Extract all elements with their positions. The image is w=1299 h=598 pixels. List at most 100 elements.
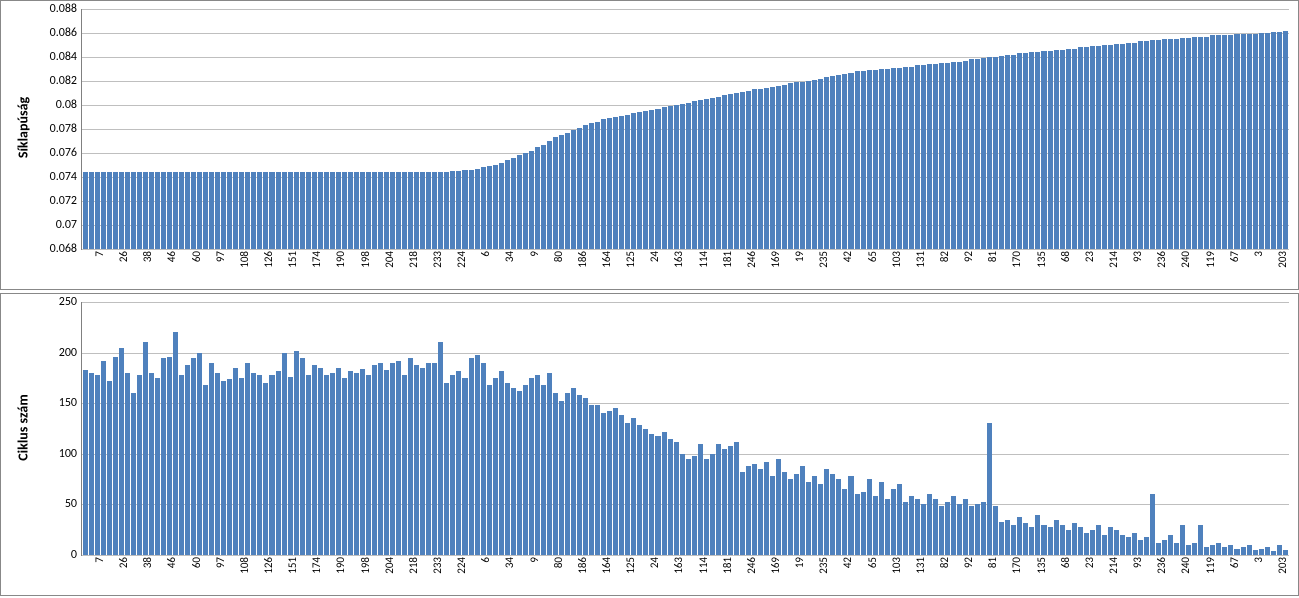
bar xyxy=(939,63,944,249)
bar xyxy=(571,388,576,555)
bar xyxy=(426,363,431,555)
y-tick: 200 xyxy=(59,346,77,360)
bar xyxy=(1108,527,1113,555)
bar xyxy=(1066,530,1071,555)
x-tick: 235 xyxy=(817,557,830,574)
bar xyxy=(1102,45,1107,249)
x-tick: 19 xyxy=(793,251,806,262)
x-tick: 181 xyxy=(721,251,734,268)
bar xyxy=(1162,540,1167,555)
bar xyxy=(643,111,648,249)
plot-area xyxy=(81,302,1289,556)
x-tick: 92 xyxy=(962,557,975,568)
bar xyxy=(282,172,287,249)
x-tick: 224 xyxy=(455,251,468,268)
bar xyxy=(336,172,341,249)
bar xyxy=(981,502,986,555)
bar xyxy=(438,342,443,555)
bar xyxy=(885,69,890,249)
bar xyxy=(354,373,359,555)
bar xyxy=(848,476,853,555)
bar xyxy=(716,97,721,249)
bar xyxy=(1156,40,1161,249)
bar xyxy=(1150,40,1155,249)
bar xyxy=(113,172,118,249)
bar xyxy=(806,81,811,249)
bar xyxy=(734,442,739,555)
x-tick: 186 xyxy=(576,557,589,574)
bar xyxy=(999,522,1004,555)
bar xyxy=(294,351,299,555)
bar xyxy=(601,119,606,249)
bar xyxy=(408,358,413,555)
bar xyxy=(861,492,866,555)
bar xyxy=(330,373,335,555)
x-tick: 135 xyxy=(1035,557,1048,574)
bar xyxy=(414,365,419,555)
bar xyxy=(1204,37,1209,249)
bar xyxy=(233,368,238,555)
bar xyxy=(185,365,190,555)
bar xyxy=(402,172,407,249)
bar xyxy=(245,363,250,555)
bar xyxy=(674,442,679,555)
x-tick: 42 xyxy=(841,557,854,568)
bar xyxy=(824,77,829,249)
y-tick: 0.072 xyxy=(50,194,77,208)
x-tick: 60 xyxy=(190,251,203,262)
bar xyxy=(873,70,878,249)
bar xyxy=(987,423,992,555)
x-tick: 198 xyxy=(359,557,372,574)
bar xyxy=(342,172,347,249)
bar xyxy=(119,172,124,249)
bar xyxy=(975,504,980,555)
bar xyxy=(221,381,226,555)
bar xyxy=(155,378,160,555)
x-tick: 7 xyxy=(93,557,106,563)
bar xyxy=(396,172,401,249)
x-tick: 65 xyxy=(866,251,879,262)
bar xyxy=(1174,543,1179,555)
bar xyxy=(933,499,938,555)
x-tick: 103 xyxy=(890,557,903,574)
bar xyxy=(818,484,823,555)
bar xyxy=(450,375,455,555)
x-tick: 233 xyxy=(431,251,444,268)
x-tick: 190 xyxy=(334,251,347,268)
bar xyxy=(462,170,467,249)
bar xyxy=(239,378,244,555)
bar xyxy=(800,82,805,249)
y-ticks: 050100150200250 xyxy=(1,302,81,555)
bar xyxy=(921,65,926,249)
x-tick: 38 xyxy=(141,557,154,568)
bar xyxy=(125,172,130,249)
bar xyxy=(975,59,980,249)
bar xyxy=(324,375,329,555)
bar xyxy=(782,472,787,555)
bar xyxy=(848,73,853,249)
bar xyxy=(1180,38,1185,249)
bar xyxy=(523,385,528,555)
bar xyxy=(1072,49,1077,249)
x-tick: 67 xyxy=(1228,251,1241,262)
bar xyxy=(776,459,781,555)
x-tick: 68 xyxy=(1059,557,1072,568)
bar xyxy=(963,61,968,249)
bar xyxy=(276,172,281,249)
bar xyxy=(734,93,739,249)
bar xyxy=(1210,35,1215,249)
bar xyxy=(257,375,262,555)
bar xyxy=(444,172,449,249)
bar xyxy=(625,115,630,249)
bar xyxy=(1156,543,1161,555)
bar xyxy=(137,375,142,555)
x-tick: 42 xyxy=(841,251,854,262)
bar xyxy=(1138,540,1143,555)
bar xyxy=(613,117,618,249)
bar xyxy=(149,373,154,555)
bar xyxy=(788,479,793,555)
bar xyxy=(131,172,136,249)
x-tick: 246 xyxy=(745,251,758,268)
bar xyxy=(981,58,986,249)
bar xyxy=(643,429,648,556)
